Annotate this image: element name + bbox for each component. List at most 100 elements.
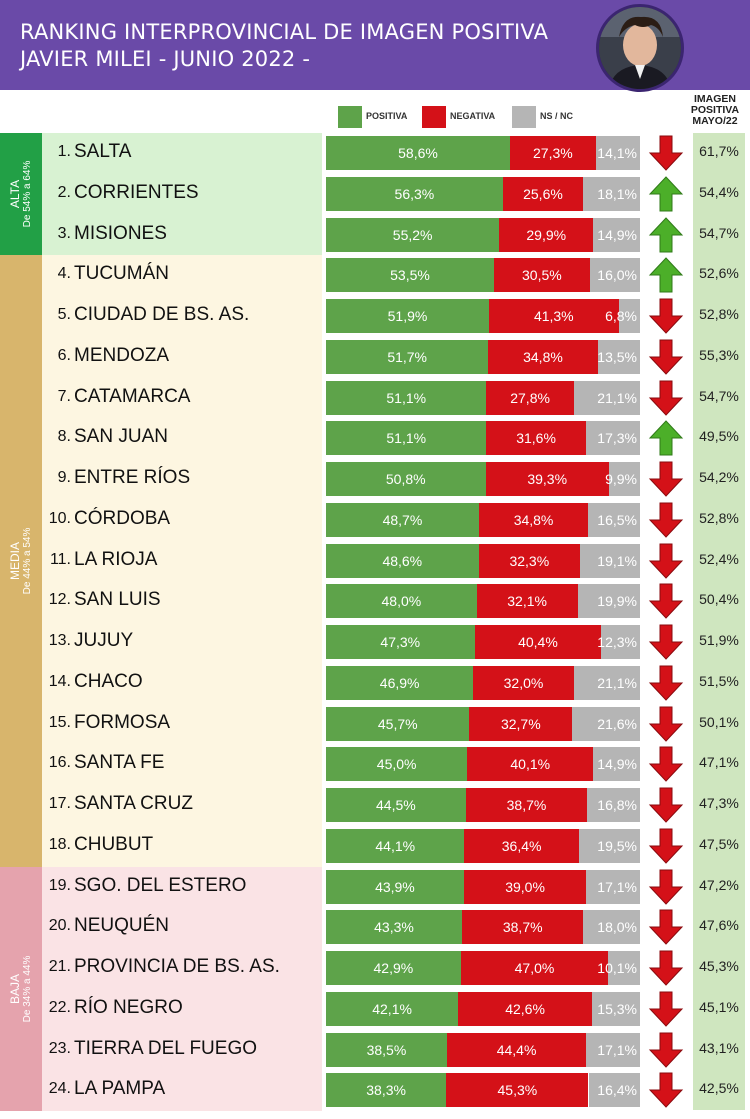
data-label-nsnc: 16,8%	[597, 797, 637, 813]
data-label-neg: 42,6%	[505, 1000, 545, 1017]
ranking-row: 10. CÓRDOBA 48,7% 34,8% 16,5% 52,8%	[42, 500, 747, 539]
trend-down-arrow-icon	[648, 665, 684, 701]
data-label-neg: 32,1%	[507, 593, 547, 610]
data-label-nsnc: 18,0%	[597, 919, 637, 936]
bar-segment-positiva: 48,7%	[326, 502, 479, 537]
data-label-nsnc: 16,4%	[597, 1082, 637, 1099]
data-label-nsnc: 16,0%	[597, 267, 637, 284]
data-label-nsnc: 12,3%	[597, 634, 637, 650]
bar-segment-nsnc: 14,1%	[595, 136, 640, 170]
data-label-pos: 43,9%	[375, 878, 415, 895]
bar-segment-nsnc: 16,5%	[588, 502, 640, 537]
bar-segment-negativa: 47,0%	[460, 951, 609, 985]
data-label-neg: 41,3%	[533, 308, 574, 324]
bar-segment-positiva: 44,1%	[326, 828, 465, 863]
province-name: PROVINCIA DE BS. AS.	[74, 956, 280, 977]
bar-segment-nsnc: 16,8%	[587, 788, 640, 822]
trend-down-arrow-icon	[648, 828, 684, 864]
group-range: De 54% a 64%	[22, 160, 33, 228]
legend-label-negativa: NEGATIVA	[450, 111, 496, 121]
group-label-alta: ALTA De 54% a 64%	[8, 161, 34, 228]
bar-segment-nsnc: 16,4%	[588, 1073, 640, 1108]
data-label-nsnc: 10,1%	[597, 960, 637, 976]
data-label-nsnc: 17,3%	[597, 430, 637, 447]
previous-image-value: 50,1%	[699, 713, 739, 730]
previous-image-value: 43,1%	[699, 1039, 739, 1056]
group-label-media: MEDIA De 44% a 54%	[8, 528, 34, 595]
bar-segment-nsnc: 9,9%	[605, 462, 640, 496]
bar-segment-negativa: 32,3%	[478, 543, 581, 578]
data-label-nsnc: 21,1%	[597, 674, 637, 691]
province-name: CATAMARCA	[74, 385, 191, 407]
rank-number: 16.	[48, 754, 71, 772]
rank-number: 13.	[48, 632, 71, 649]
data-label-neg: 40,1%	[510, 756, 551, 773]
bar-segment-nsnc: 10,1%	[597, 951, 640, 985]
ranking-row: 7. CATAMARCA 51,1% 27,8% 21,1% 54,7%	[42, 378, 747, 417]
province-name: ENTRE RÍOS	[74, 467, 191, 488]
ranking-row: 24. LA PAMPA 38,3% 45,3% 16,4% 42,5%	[42, 1070, 747, 1109]
rank-number: 19.	[48, 876, 71, 894]
data-label-pos: 44,5%	[376, 797, 416, 813]
data-label-pos: 48,0%	[381, 593, 422, 610]
previous-image-value: 47,3%	[699, 795, 739, 811]
previous-header-line3: MAYO/22	[692, 115, 738, 127]
rank-number: 5.	[57, 306, 71, 323]
legend-nsnc: NS / NC	[512, 106, 582, 128]
rank-number: 24.	[48, 1080, 71, 1098]
data-label-pos: 48,6%	[382, 552, 423, 569]
data-label-nsnc: 18,1%	[597, 185, 637, 202]
data-label-neg: 47,0%	[514, 960, 555, 976]
bar-segment-negativa: 27,3%	[510, 136, 596, 170]
data-label-pos: 38,3%	[366, 1082, 406, 1099]
bar-segment-negativa: 32,7%	[469, 706, 573, 741]
trend-up-arrow-icon	[648, 176, 684, 212]
previous-header-line1: IMAGEN	[694, 93, 736, 105]
group-name: MEDIA	[8, 541, 22, 580]
bar-segment-positiva: 42,1%	[326, 991, 459, 1026]
ranking-row: 1. SALTA 58,6% 27,3% 14,1% 61,7%	[42, 133, 747, 172]
data-label-neg: 34,8%	[513, 511, 554, 528]
data-label-nsnc: 14,9%	[597, 226, 637, 243]
data-label-nsnc: 21,6%	[597, 715, 637, 732]
trend-down-arrow-icon	[648, 502, 684, 538]
trend-down-arrow-icon	[648, 787, 684, 823]
previous-image-header: IMAGEN POSITIVA MAYO/22	[684, 94, 746, 127]
trend-down-arrow-icon	[648, 461, 684, 497]
trend-down-arrow-icon	[648, 869, 684, 905]
bar-segment-nsnc: 6,8%	[605, 299, 640, 333]
legend-negativa: NEGATIVA	[422, 106, 510, 128]
province-name: RÍO NEGRO	[74, 996, 183, 1018]
data-label-nsnc: 9,9%	[605, 471, 637, 487]
ranking-row: 5. CIUDAD DE BS. AS. 51,9% 41,3% 6,8% 52,8%	[42, 296, 747, 335]
bar-segment-negativa: 34,8%	[488, 339, 598, 374]
bar-segment-nsnc: 19,5%	[578, 828, 640, 863]
rank-number: 14.	[48, 672, 71, 690]
bar-segment-negativa: 39,3%	[485, 462, 609, 496]
data-label-nsnc: 17,1%	[597, 878, 637, 895]
province-name: SANTA FE	[74, 752, 165, 774]
bar-segment-negativa: 41,3%	[488, 299, 619, 333]
data-label-nsnc: 21,1%	[597, 389, 637, 406]
bar-segment-nsnc: 18,0%	[583, 910, 640, 945]
province-name: CHACO	[74, 670, 143, 692]
bar-segment-positiva: 46,9%	[326, 665, 474, 700]
bar-segment-nsnc: 18,1%	[583, 176, 640, 211]
previous-image-value: 50,4%	[699, 591, 739, 608]
ranking-row: 22. RÍO NEGRO 42,1% 42,6% 15,3% 45,1%	[42, 989, 747, 1028]
rank-number: 22.	[48, 998, 71, 1016]
data-label-neg: 27,8%	[510, 389, 550, 406]
rank-number: 12.	[48, 591, 71, 609]
bar-segment-nsnc: 17,1%	[586, 1032, 640, 1067]
legend-positiva: POSITIVA	[338, 106, 422, 128]
data-label-nsnc: 17,1%	[597, 1041, 637, 1058]
trend-down-arrow-icon	[648, 543, 684, 579]
bar-segment-positiva: 58,6%	[326, 136, 510, 170]
data-label-pos: 51,9%	[387, 308, 428, 324]
data-label-pos: 38,5%	[366, 1041, 407, 1058]
data-label-pos: 51,1%	[386, 430, 427, 447]
bar-segment-positiva: 44,5%	[326, 788, 466, 822]
data-label-pos: 46,9%	[379, 674, 420, 691]
data-label-neg: 36,4%	[501, 837, 542, 854]
group-range: De 34% a 44%	[22, 955, 33, 1023]
